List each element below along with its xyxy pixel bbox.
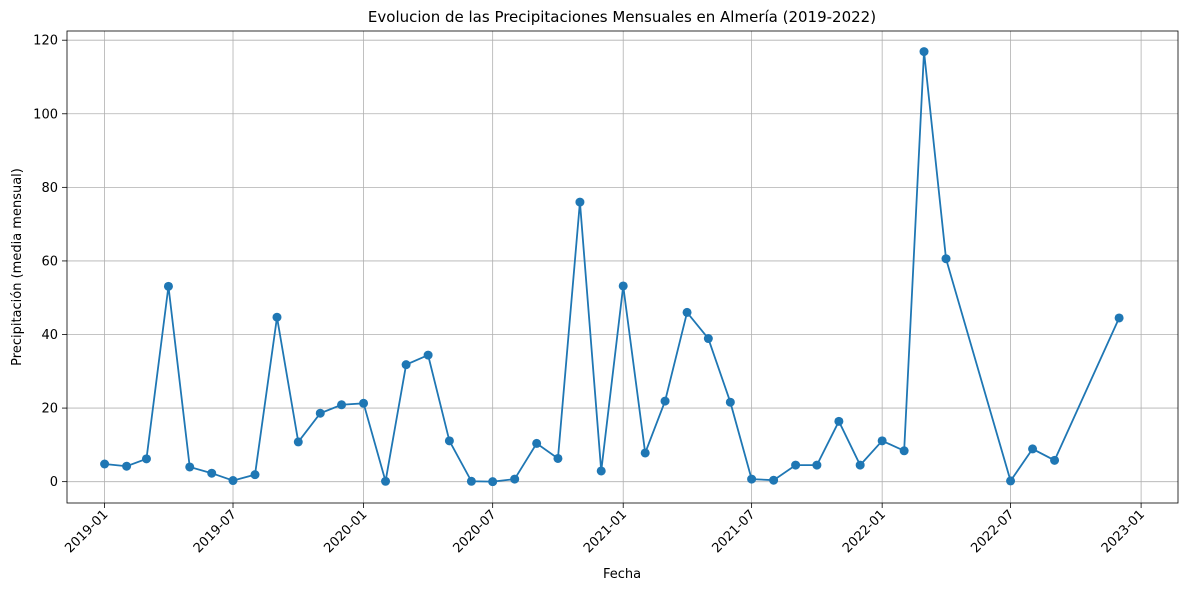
series-layer — [100, 47, 1124, 487]
y-tick-label: 100 — [33, 107, 58, 122]
data-point — [185, 462, 195, 472]
data-point — [359, 398, 369, 408]
data-point — [812, 460, 822, 470]
x-axis: 2019-01 2019-07 2020-01 2020-07 2021-01 2021-… — [62, 503, 1148, 556]
data-point — [122, 461, 132, 471]
data-point — [293, 437, 303, 447]
data-point — [855, 460, 865, 470]
data-point — [769, 475, 779, 485]
x-tick-label: 2021-07 — [709, 507, 758, 556]
x-tick-label: 2019-07 — [191, 507, 240, 556]
data-point — [207, 468, 217, 478]
y-tick-label: 60 — [41, 254, 58, 269]
data-point — [337, 400, 347, 410]
grid-lines — [67, 31, 1178, 503]
data-point — [618, 281, 628, 291]
data-point — [877, 436, 887, 446]
y-tick-label: 120 — [33, 34, 58, 49]
data-point — [640, 448, 650, 458]
x-axis-title: Fecha — [603, 567, 641, 582]
data-point — [163, 281, 173, 291]
x-tick-label: 2022-07 — [968, 507, 1017, 556]
data-point — [1006, 476, 1016, 486]
y-tick-label: 80 — [41, 181, 58, 196]
data-point — [444, 436, 454, 446]
chart-title: Evolucion de las Precipitaciones Mensual… — [368, 8, 876, 26]
data-point — [703, 334, 713, 344]
x-tick-label: 2023-01 — [1099, 507, 1148, 556]
data-point — [919, 47, 929, 57]
data-point — [100, 459, 110, 469]
data-point — [381, 476, 391, 486]
data-point — [596, 466, 606, 476]
y-tick-label: 40 — [41, 328, 58, 343]
data-point — [941, 254, 951, 264]
data-point — [899, 446, 909, 456]
data-point — [747, 474, 757, 484]
y-tick-label: 20 — [41, 402, 58, 417]
data-point — [250, 470, 260, 480]
y-axis: 0 20 40 60 80 100 120 — [33, 34, 67, 490]
data-point — [141, 454, 151, 464]
data-point — [682, 307, 692, 317]
data-point — [228, 476, 238, 486]
data-point — [725, 397, 735, 407]
data-point — [423, 350, 433, 360]
x-tick-label: 2020-07 — [450, 507, 499, 556]
x-tick-label: 2019-01 — [62, 507, 111, 556]
data-point — [532, 438, 542, 448]
data-point — [466, 476, 476, 486]
series-line — [104, 51, 1120, 484]
x-tick-label: 2022-01 — [840, 507, 889, 556]
data-point — [488, 477, 498, 487]
data-point — [1114, 313, 1124, 323]
x-tick-label: 2020-01 — [321, 507, 370, 556]
data-point — [315, 408, 325, 418]
data-point — [1028, 444, 1038, 454]
data-point — [272, 312, 282, 322]
y-tick-label: 0 — [50, 475, 58, 490]
data-point — [791, 460, 801, 470]
x-tick-label: 2021-01 — [581, 507, 630, 556]
data-point — [553, 453, 563, 463]
plot-area-frame — [66, 30, 1179, 504]
data-point — [834, 416, 844, 426]
data-point — [510, 474, 520, 484]
y-axis-title: Precipitación (media mensual) — [10, 168, 25, 366]
data-point — [1050, 455, 1060, 465]
data-point — [660, 396, 670, 406]
data-point — [575, 197, 585, 207]
data-point — [401, 360, 411, 370]
